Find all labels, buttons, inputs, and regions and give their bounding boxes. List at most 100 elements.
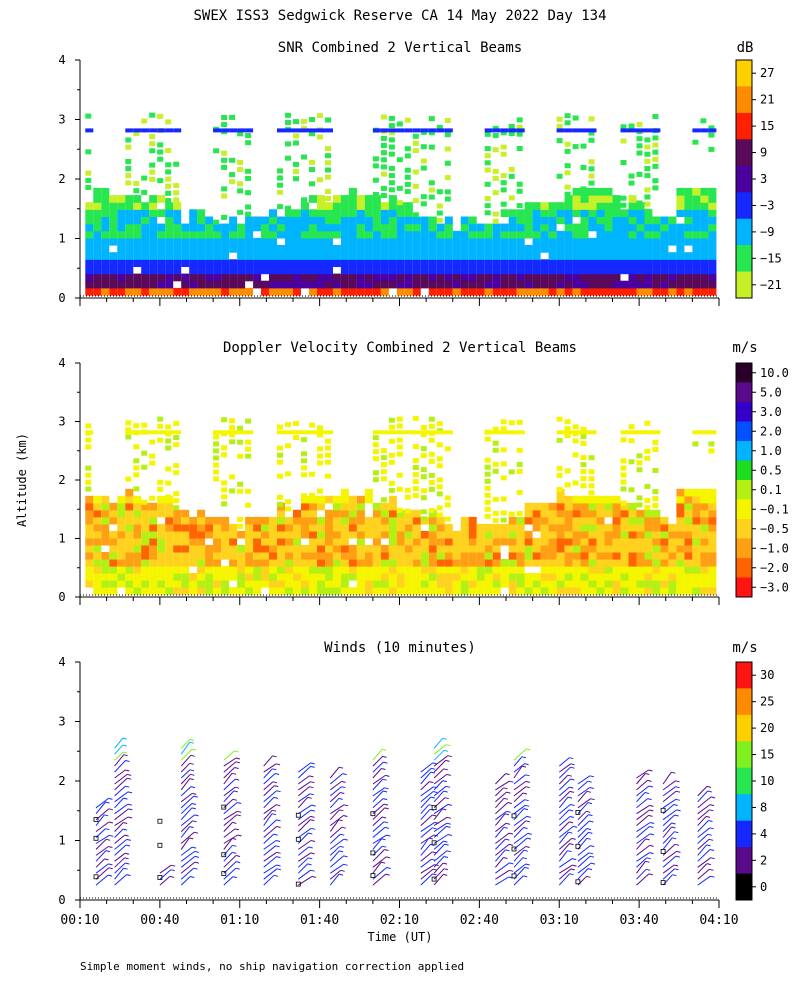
heatmap-cell xyxy=(117,573,126,581)
heatmap-cell xyxy=(221,266,230,275)
heatmap-cell xyxy=(229,128,238,133)
heatmap-cell xyxy=(620,530,629,539)
wind-barb xyxy=(114,852,126,862)
heatmap-cell xyxy=(628,287,637,296)
wind-barb xyxy=(420,858,432,868)
heatmap-cell xyxy=(237,188,244,194)
heatmap-cell xyxy=(620,523,629,532)
wind-barb-flag xyxy=(432,868,438,871)
heatmap-cell xyxy=(580,530,589,539)
heatmap-cell xyxy=(708,146,715,152)
colorbar-segment xyxy=(736,519,752,539)
heatmap-cell xyxy=(109,209,118,217)
heatmap-cell xyxy=(348,502,357,511)
heatmap-cell xyxy=(348,259,357,267)
heatmap-cell xyxy=(269,573,277,581)
heatmap-cell xyxy=(325,287,333,296)
heatmap-cell xyxy=(596,230,605,239)
heatmap-cell xyxy=(476,544,485,553)
heatmap-cell xyxy=(404,189,411,195)
heatmap-cell xyxy=(109,287,118,296)
heatmap-cell xyxy=(604,266,613,275)
heatmap-cell xyxy=(340,552,349,560)
heatmap-cell xyxy=(301,552,309,560)
heatmap-cell xyxy=(332,516,341,525)
colorbar-segment xyxy=(736,499,752,520)
heatmap-cell xyxy=(708,573,717,581)
heatmap-cell xyxy=(588,116,595,122)
heatmap-cell xyxy=(428,479,435,485)
heatmap-cell xyxy=(181,287,190,296)
heatmap-cell xyxy=(676,195,685,203)
heatmap-cell xyxy=(444,537,453,546)
wind-barb-flag xyxy=(194,861,199,864)
heatmap-cell xyxy=(173,421,180,426)
heatmap-cell xyxy=(149,273,158,282)
heatmap-cell xyxy=(524,202,533,210)
heatmap-cell xyxy=(380,157,387,163)
wind-barb-flag xyxy=(675,780,680,783)
heatmap-cell xyxy=(93,266,102,275)
calm-marker xyxy=(431,876,437,882)
heatmap-cell xyxy=(500,273,509,282)
wind-barb xyxy=(180,837,190,850)
wind-barb-flag xyxy=(645,773,650,775)
heatmap-cell xyxy=(604,259,613,267)
wind-barb xyxy=(95,863,109,874)
heatmap-cell xyxy=(532,509,541,518)
heatmap-cell xyxy=(317,209,325,217)
heatmap-cell xyxy=(285,230,293,239)
heatmap-cell xyxy=(317,223,325,232)
heatmap-cell xyxy=(309,128,317,133)
wind-barb xyxy=(329,855,344,868)
heatmap-cell xyxy=(309,537,317,546)
wind-barb-flag xyxy=(236,861,241,864)
heatmap-cell xyxy=(157,530,166,539)
heatmap-cell xyxy=(476,566,485,574)
heatmap-cell xyxy=(85,544,94,553)
heatmap-cell xyxy=(652,280,661,289)
heatmap-cell xyxy=(620,552,629,560)
x-tick-label: 01:10 xyxy=(220,913,259,928)
heatmap-cell xyxy=(165,523,174,532)
heatmap-cell xyxy=(165,552,174,560)
heatmap-cell xyxy=(149,195,158,203)
heatmap-cell xyxy=(388,245,397,253)
wind-barb-flag xyxy=(446,816,452,819)
heatmap-cell xyxy=(412,573,421,581)
wind-barb xyxy=(697,844,707,856)
heatmap-cell xyxy=(476,245,485,253)
heatmap-cell xyxy=(660,566,669,574)
heatmap-cell xyxy=(325,523,333,532)
heatmap-cell xyxy=(293,176,299,182)
heatmap-cell xyxy=(157,523,166,532)
heatmap-cell xyxy=(588,137,595,143)
heatmap-cell xyxy=(524,544,533,553)
heatmap-cell xyxy=(580,462,587,468)
wind-barb-flag xyxy=(231,772,237,775)
colorbar-segment xyxy=(736,441,752,461)
wind-barb xyxy=(433,790,445,803)
heatmap-cell xyxy=(572,195,581,203)
heatmap-cell xyxy=(596,495,605,504)
heatmap-cell xyxy=(229,425,236,431)
heatmap-cell xyxy=(285,223,293,232)
heatmap-cell xyxy=(636,230,645,239)
heatmap-cell xyxy=(237,552,246,560)
wind-barb xyxy=(662,814,675,826)
heatmap-cell xyxy=(293,128,301,133)
heatmap-cell xyxy=(221,273,230,282)
heatmap-cell xyxy=(372,287,381,296)
heatmap-cell xyxy=(157,587,166,595)
heatmap-cell xyxy=(644,530,653,539)
heatmap-cell xyxy=(492,517,499,523)
heatmap-cell xyxy=(676,252,685,260)
wind-barb xyxy=(159,876,171,886)
heatmap-cell xyxy=(428,230,437,239)
wind-barb-flag xyxy=(443,790,448,793)
wind-barb xyxy=(662,822,672,832)
heatmap-cell xyxy=(317,573,325,581)
heatmap-cell xyxy=(548,544,557,553)
heatmap-cell xyxy=(396,280,405,289)
heatmap-cell xyxy=(476,587,485,595)
